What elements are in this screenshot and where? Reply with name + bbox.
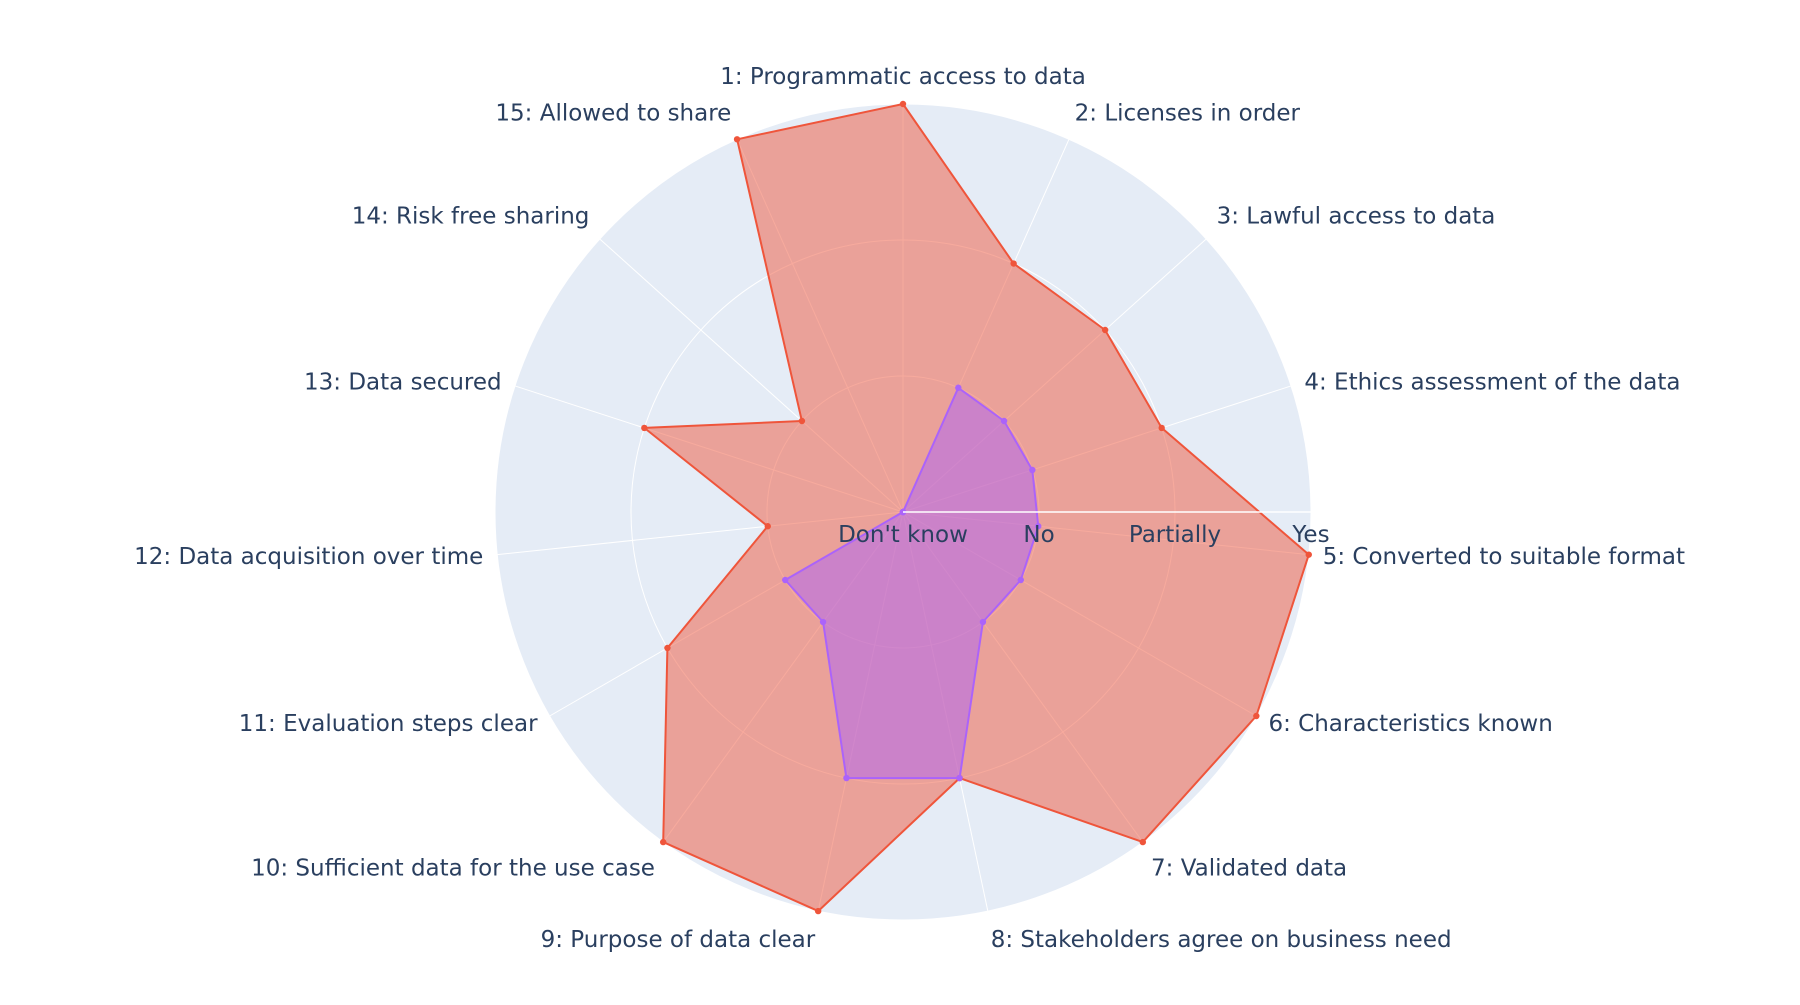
- category-label: 7: Validated data: [1151, 855, 1347, 881]
- category-label: 14: Risk free sharing: [352, 204, 590, 230]
- data-point: [764, 523, 771, 530]
- data-point: [955, 384, 962, 391]
- data-point: [733, 136, 741, 143]
- data-point: [1158, 424, 1165, 432]
- data-point: [798, 417, 806, 425]
- category-label: 9: Purpose of data clear: [541, 927, 816, 953]
- category-label: 15: Allowed to share: [495, 100, 731, 126]
- data-point: [664, 644, 671, 652]
- data-point: [1101, 326, 1109, 334]
- category-label: 1: Programmatic access to data: [720, 64, 1086, 90]
- series-area: [784, 386, 1040, 780]
- category-label: 11: Evaluation steps clear: [239, 711, 538, 737]
- data-point: [899, 100, 907, 108]
- data-point: [641, 424, 648, 432]
- data-point: [1000, 417, 1008, 425]
- category-label: 12: Data acquisition over time: [134, 544, 483, 570]
- radial-tick-label: Don't know: [838, 522, 968, 548]
- data-point: [956, 774, 963, 782]
- data-point: [1305, 551, 1312, 558]
- data-point: [843, 774, 850, 782]
- data-point: [1253, 712, 1260, 720]
- category-label: 6: Characteristics known: [1268, 711, 1552, 737]
- category-label: 5: Converted to suitable format: [1323, 544, 1685, 570]
- category-label: 3: Lawful access to data: [1217, 204, 1496, 230]
- data-point: [1010, 260, 1017, 267]
- category-label: 8: Stakeholders agree on business need: [991, 927, 1452, 953]
- data-point: [979, 618, 987, 626]
- data-point: [814, 907, 822, 915]
- radial-tick-label: No: [1023, 522, 1054, 548]
- category-label: 2: Licenses in order: [1075, 100, 1301, 126]
- data-point: [782, 576, 789, 584]
- radial-tick-label: Partially: [1129, 522, 1221, 548]
- radial-tick-label: Yes: [1291, 522, 1329, 548]
- category-label: 13: Data secured: [304, 370, 502, 396]
- data-point: [1029, 466, 1036, 474]
- category-label: 4: Ethics assessment of the data: [1304, 370, 1680, 396]
- data-point: [819, 618, 827, 626]
- data-point: [659, 838, 667, 846]
- series-2: [782, 384, 1042, 782]
- data-point: [1017, 576, 1024, 584]
- category-label: 10: Sufficient data for the use case: [251, 855, 655, 881]
- data-point: [1139, 838, 1147, 846]
- data-point: [1035, 523, 1042, 530]
